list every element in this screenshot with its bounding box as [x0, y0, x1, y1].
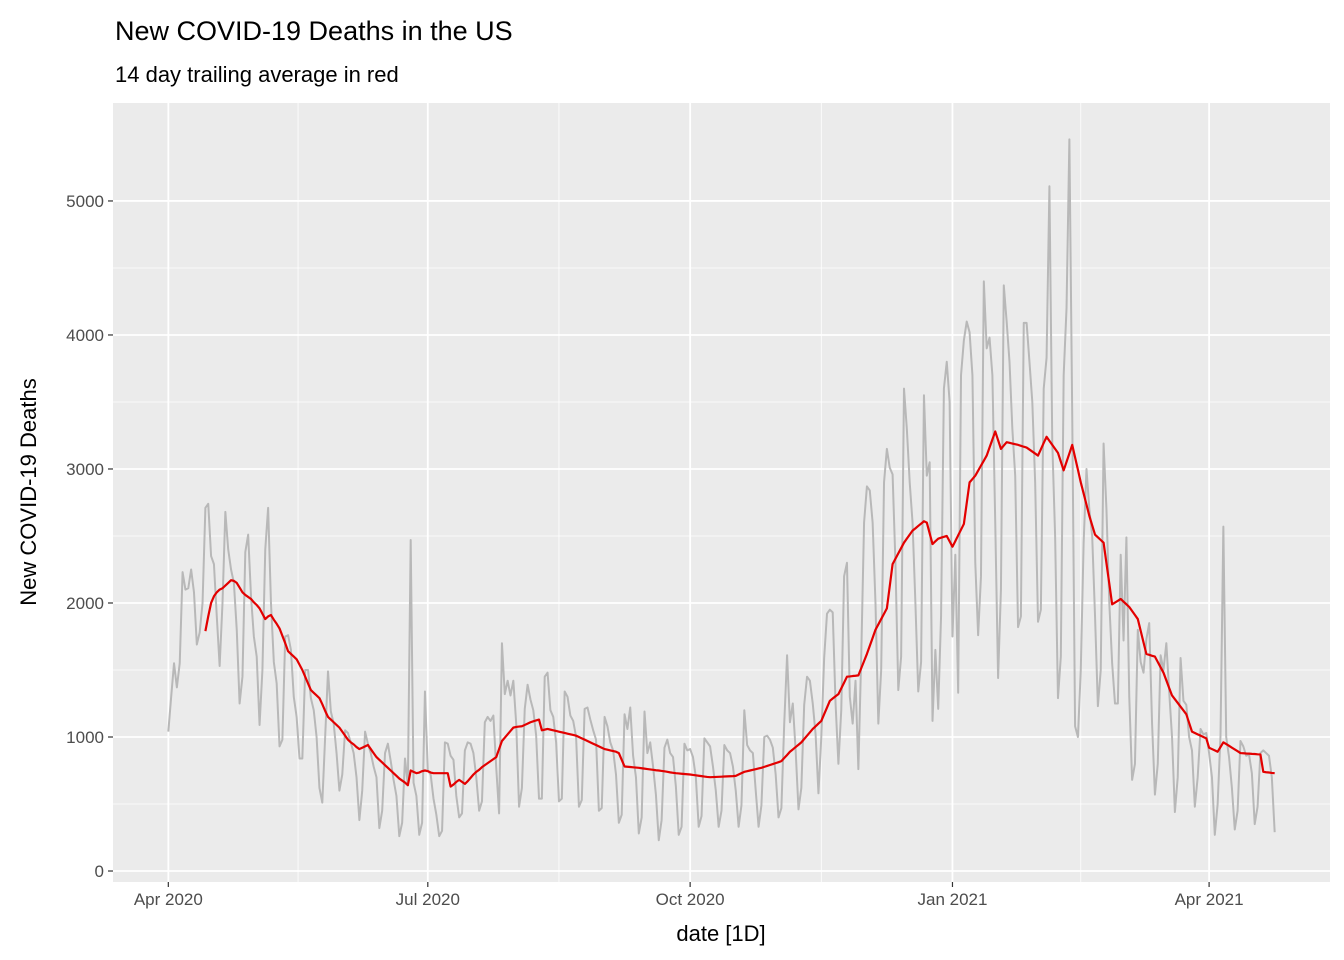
x-tick-label: Jul 2020	[396, 890, 460, 909]
y-tick-label: 4000	[66, 326, 104, 345]
x-tick-label: Jan 2021	[917, 890, 987, 909]
y-tick-label: 1000	[66, 728, 104, 747]
y-tick-label: 3000	[66, 460, 104, 479]
y-tick-label: 0	[95, 862, 104, 881]
x-axis-title: date [1D]	[676, 921, 765, 946]
chart-subtitle: 14 day trailing average in red	[115, 62, 399, 87]
plot-panel	[113, 103, 1330, 882]
x-tick-label: Apr 2020	[134, 890, 203, 909]
y-axis-title: New COVID-19 Deaths	[16, 378, 41, 605]
y-tick-label: 2000	[66, 594, 104, 613]
x-tick-label: Oct 2020	[656, 890, 725, 909]
x-tick-label: Apr 2021	[1175, 890, 1244, 909]
chart-title: New COVID-19 Deaths in the US	[115, 16, 513, 46]
y-tick-label: 5000	[66, 192, 104, 211]
series-line	[204, 430, 1275, 788]
